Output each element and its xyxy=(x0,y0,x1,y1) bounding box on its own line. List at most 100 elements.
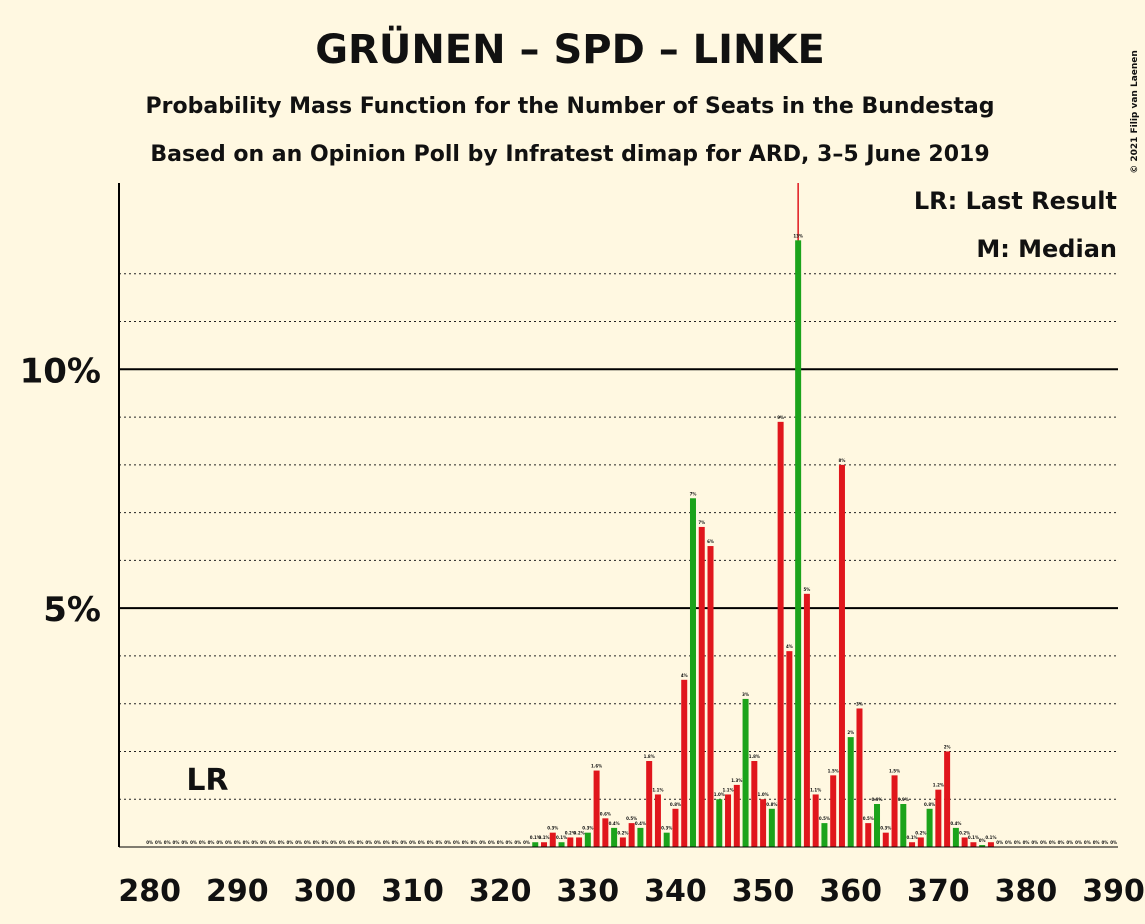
legend-last-result: LR: Last Result xyxy=(914,187,1117,215)
y-tick-label: 5% xyxy=(43,590,101,630)
bar xyxy=(961,837,968,847)
value-label: 0% xyxy=(251,840,258,845)
x-tick-label: 370 xyxy=(907,874,970,909)
value-label: 1.2% xyxy=(933,783,944,788)
bar xyxy=(681,679,688,847)
value-label: 0.2% xyxy=(959,830,970,835)
bar xyxy=(926,808,933,847)
value-label: 0% xyxy=(181,840,188,845)
value-label: 2% xyxy=(847,730,854,735)
value-label: 7% xyxy=(698,520,705,525)
x-tick-label: 310 xyxy=(381,874,444,909)
legend-median: M: Median xyxy=(976,235,1117,263)
chart-subtitle: Based on an Opinion Poll by Infratest di… xyxy=(150,142,989,167)
value-label: 1.0% xyxy=(758,792,769,797)
value-label: 0% xyxy=(322,840,329,845)
bar xyxy=(576,837,583,847)
value-label: 0% xyxy=(348,840,355,845)
bar xyxy=(672,808,679,847)
bar xyxy=(707,546,714,847)
value-label: 0.2% xyxy=(915,830,926,835)
value-label: 1.6% xyxy=(591,764,602,769)
bar xyxy=(584,832,591,847)
value-label: 0% xyxy=(453,840,460,845)
value-label: 1.8% xyxy=(644,754,655,759)
value-label: 0% xyxy=(979,838,986,843)
bar xyxy=(619,837,626,847)
value-label: 0% xyxy=(1014,840,1021,845)
bar xyxy=(803,593,810,847)
value-label: 1.8% xyxy=(749,754,760,759)
value-label: 0.2% xyxy=(565,830,576,835)
bar xyxy=(786,651,793,847)
value-label: 0% xyxy=(164,840,171,845)
value-label: 4% xyxy=(681,673,688,678)
bar xyxy=(935,789,942,847)
value-label: 0.3% xyxy=(661,826,672,831)
value-label: 0.8% xyxy=(924,802,935,807)
bar xyxy=(689,498,696,847)
value-label: 0.3% xyxy=(582,826,593,831)
x-tick-label: 330 xyxy=(557,874,620,909)
value-label: 0% xyxy=(462,840,469,845)
value-label: 0.4% xyxy=(609,821,620,826)
bar xyxy=(874,804,881,847)
x-tick-label: 350 xyxy=(732,874,795,909)
value-label: 0% xyxy=(173,840,180,845)
bar xyxy=(549,832,556,847)
value-label: 0% xyxy=(392,840,399,845)
value-label: 0% xyxy=(427,840,434,845)
value-label: 0% xyxy=(330,840,337,845)
value-label: 7% xyxy=(690,491,697,496)
bar xyxy=(847,737,854,847)
bar xyxy=(646,761,653,847)
bar xyxy=(987,842,994,847)
x-tick-label: 300 xyxy=(294,874,357,909)
bar xyxy=(611,827,618,847)
bar xyxy=(795,240,802,848)
value-label: 0% xyxy=(471,840,478,845)
value-label: 0% xyxy=(146,840,153,845)
value-label: 0% xyxy=(295,840,302,845)
bar xyxy=(970,842,977,847)
value-label: 1.5% xyxy=(889,768,900,773)
value-label: 0% xyxy=(1093,840,1100,845)
value-label: 9% xyxy=(777,415,784,420)
x-tick-label: 340 xyxy=(644,874,707,909)
bar xyxy=(751,761,758,847)
value-label: 0% xyxy=(286,840,293,845)
last-result-label: LR xyxy=(186,763,228,798)
value-label: 0% xyxy=(523,840,530,845)
value-label: 0.2% xyxy=(574,830,585,835)
value-label: 0% xyxy=(444,840,451,845)
value-label: 0.4% xyxy=(635,821,646,826)
value-label: 0% xyxy=(488,840,495,845)
bar xyxy=(558,842,565,847)
bar xyxy=(777,421,784,847)
bar xyxy=(716,799,723,847)
bar xyxy=(821,823,828,847)
bar xyxy=(733,784,740,847)
bar xyxy=(882,832,889,847)
value-label: 1.1% xyxy=(810,787,821,792)
value-label: 3% xyxy=(742,692,749,697)
value-label: 0% xyxy=(435,840,442,845)
value-label: 0% xyxy=(383,840,390,845)
bar xyxy=(663,832,670,847)
value-label: 13% xyxy=(793,233,803,238)
value-label: 2% xyxy=(944,744,951,749)
bar xyxy=(830,775,837,847)
value-label: 0% xyxy=(409,840,416,845)
value-label: 0.5% xyxy=(863,816,874,821)
value-label: 0% xyxy=(357,840,364,845)
bar xyxy=(654,794,661,847)
bar xyxy=(900,804,907,847)
value-label: 0% xyxy=(260,840,267,845)
bar xyxy=(909,842,916,847)
bar xyxy=(742,698,749,847)
value-label: 0.1% xyxy=(968,835,979,840)
value-label: 0.9% xyxy=(871,797,882,802)
bar xyxy=(725,794,732,847)
chart-title: GRÜNEN – SPD – LINKE xyxy=(315,25,825,73)
